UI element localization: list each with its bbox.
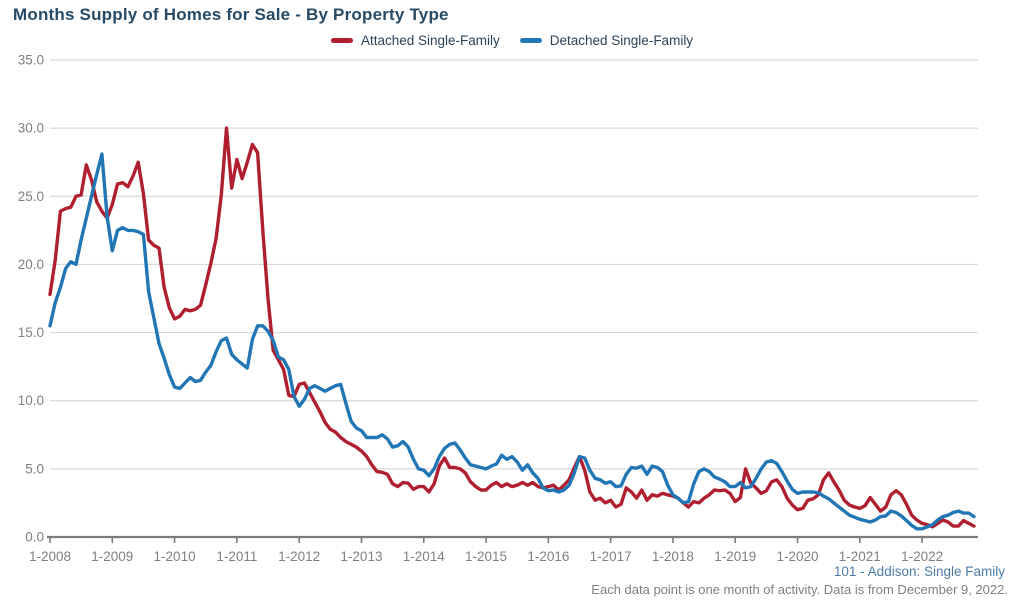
y-axis-label: 5.0 bbox=[25, 461, 44, 476]
y-axis-label: 30.0 bbox=[18, 121, 44, 136]
x-axis-label: 1-2009 bbox=[91, 549, 133, 564]
detached-single-family-line bbox=[48, 152, 976, 531]
x-axis-label: 1-2022 bbox=[901, 549, 943, 564]
x-axis-label: 1-2018 bbox=[652, 549, 694, 564]
footer-data-note: Each data point is one month of activity… bbox=[591, 582, 1008, 597]
y-axis-label: 20.0 bbox=[18, 257, 44, 272]
y-axis-label: 15.0 bbox=[18, 325, 44, 340]
x-axis-label: 1-2012 bbox=[278, 549, 320, 564]
x-axis-label: 1-2021 bbox=[839, 549, 881, 564]
x-axis-label: 1-2008 bbox=[29, 549, 71, 564]
legend-item-attached[interactable]: Attached Single-Family bbox=[330, 33, 500, 48]
legend-item-detached[interactable]: Detached Single-Family bbox=[519, 33, 694, 48]
x-axis-label: 1-2015 bbox=[465, 549, 507, 564]
attached-single-family-line bbox=[48, 126, 976, 529]
x-axis-label: 1-2017 bbox=[590, 549, 632, 564]
x-axis-label: 1-2016 bbox=[527, 549, 569, 564]
x-axis-label: 1-2014 bbox=[403, 549, 446, 564]
x-axis-label: 1-2020 bbox=[776, 549, 818, 564]
y-axis-label: 0.0 bbox=[25, 530, 44, 545]
y-axis-label: 25.0 bbox=[18, 189, 44, 204]
x-axis-label: 1-2011 bbox=[216, 549, 257, 564]
detached-series-swatch bbox=[519, 38, 542, 43]
legend: Attached Single-Family Detached Single-F… bbox=[0, 33, 1024, 48]
attached-series-swatch bbox=[330, 38, 353, 43]
legend-label-attached: Attached Single-Family bbox=[360, 33, 500, 48]
footer-entity-label: 101 - Addison: Single Family bbox=[833, 564, 1005, 579]
x-axis-label: 1-2010 bbox=[154, 549, 196, 564]
chart-title: Months Supply of Homes for Sale - By Pro… bbox=[13, 5, 449, 24]
y-axis-label: 10.0 bbox=[18, 393, 44, 408]
x-axis-label: 1-2013 bbox=[340, 549, 382, 564]
y-axis-label: 35.0 bbox=[18, 53, 44, 68]
x-axis-label: 1-2019 bbox=[714, 549, 756, 564]
legend-label-detached: Detached Single-Family bbox=[549, 33, 694, 48]
